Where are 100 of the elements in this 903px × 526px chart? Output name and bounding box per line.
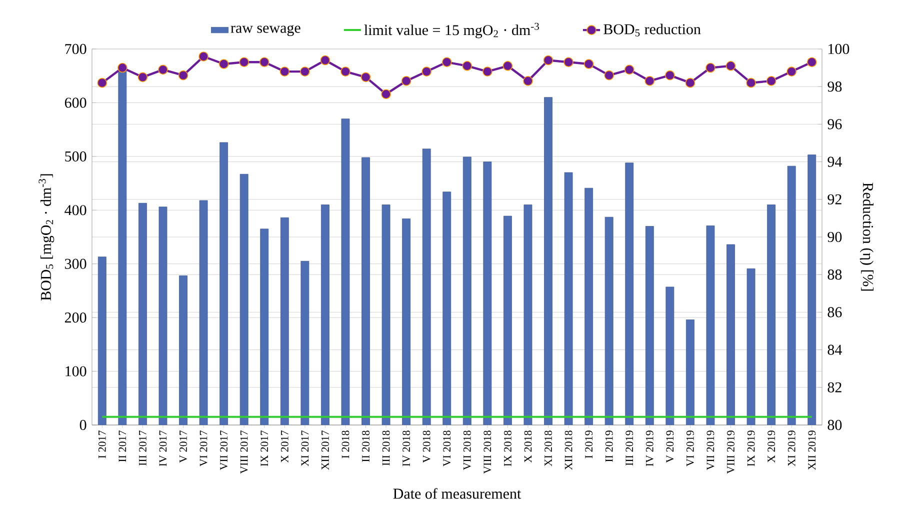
y-tick-label: 200 xyxy=(64,312,86,323)
point xyxy=(726,61,736,71)
point xyxy=(543,55,554,66)
y-tick-label: 0 xyxy=(80,420,86,430)
y2-tick-label: 80 xyxy=(828,420,842,430)
bar xyxy=(240,174,248,425)
point xyxy=(786,66,796,76)
x-tick-label: III 2018 xyxy=(382,430,390,466)
point xyxy=(300,66,310,76)
x-tick-label: IV 2019 xyxy=(646,430,654,466)
x-tick-label: IX 2019 xyxy=(747,430,755,466)
bar xyxy=(442,192,452,425)
bar xyxy=(179,275,188,425)
point xyxy=(442,57,452,68)
point xyxy=(564,57,574,68)
x-tick-label: VII 2019 xyxy=(706,430,714,470)
y-tick-label: 300 xyxy=(65,258,86,269)
x-tick-label: IX 2018 xyxy=(504,430,512,466)
x-tick-label: X 2019 xyxy=(768,430,776,463)
x-tick-label: I 2019 xyxy=(585,430,593,458)
y-tick-label: 500 xyxy=(65,151,86,162)
x-tick-label: VI 2018 xyxy=(443,430,451,466)
x-tick-label: XII 2017 xyxy=(321,430,329,470)
point xyxy=(685,78,696,88)
y2-tick-label: 86 xyxy=(828,307,842,318)
point xyxy=(766,76,776,86)
point xyxy=(482,66,492,76)
x-tick-label: VII 2018 xyxy=(463,430,471,470)
bar xyxy=(787,166,796,425)
point xyxy=(706,62,716,73)
x-tick-label: XI 2019 xyxy=(788,430,796,466)
bar xyxy=(362,157,370,425)
point xyxy=(604,70,614,80)
bar xyxy=(320,204,330,425)
point xyxy=(644,76,655,86)
x-tick-label: XII 2018 xyxy=(564,430,572,470)
x-tick-label: I 2018 xyxy=(342,430,350,458)
point xyxy=(806,57,817,68)
y2-tick-label: 82 xyxy=(828,382,842,392)
bar xyxy=(503,216,512,425)
x-tick-label: XI 2018 xyxy=(544,430,552,466)
x-tick-label: IX 2017 xyxy=(260,430,268,466)
point xyxy=(239,57,249,68)
y2-tick-label: 90 xyxy=(828,232,842,242)
x-tick-label: II 2017 xyxy=(118,430,126,462)
x-tick-label: VI 2019 xyxy=(686,430,694,466)
x-tick-label: V 2019 xyxy=(666,430,674,463)
point xyxy=(502,61,513,71)
bar xyxy=(280,217,289,425)
bar xyxy=(625,162,634,425)
x-tick-label: II 2018 xyxy=(362,430,370,462)
point xyxy=(584,59,594,69)
point xyxy=(381,89,391,100)
x-tick-label: III 2019 xyxy=(626,430,634,466)
x-tick-label: XI 2017 xyxy=(301,430,309,466)
x-tick-label: X 2017 xyxy=(280,430,288,463)
legend-label: limit value = 15 mgO$_{2}$ · dm$^{-3}$ xyxy=(364,22,539,38)
y2-tick-label: 92 xyxy=(828,194,842,204)
point xyxy=(218,59,229,69)
y2-tick-label: 96 xyxy=(828,119,842,130)
point xyxy=(746,78,756,88)
bar xyxy=(138,202,147,425)
bar xyxy=(300,260,310,425)
y2-tick-label: 100 xyxy=(828,44,850,54)
point xyxy=(138,72,148,82)
x-axis-title: Date of measurement xyxy=(393,488,522,499)
point xyxy=(401,76,412,86)
point xyxy=(280,66,290,76)
x-tick-label: I 2017 xyxy=(98,430,106,458)
legend-label: BOD$_{5}$ reduction xyxy=(604,24,701,36)
x-tick-label: XII 2019 xyxy=(808,430,816,470)
y2-tick-label: 94 xyxy=(828,156,842,167)
point xyxy=(624,64,634,75)
y-tick-label: 600 xyxy=(64,98,86,108)
x-tick-label: VIII 2019 xyxy=(727,430,734,474)
bar xyxy=(666,286,674,425)
x-tick-label: X 2018 xyxy=(524,430,532,463)
bar xyxy=(767,204,776,425)
x-tick-label: III 2017 xyxy=(138,430,146,466)
bar xyxy=(686,320,694,425)
point xyxy=(118,62,128,73)
bar xyxy=(584,188,594,425)
point xyxy=(320,55,330,66)
x-tick-label: VIII 2018 xyxy=(484,430,492,474)
bar xyxy=(645,226,654,425)
point xyxy=(259,57,270,68)
bar xyxy=(220,142,228,425)
y2-tick-label: 88 xyxy=(828,270,842,280)
point xyxy=(158,64,168,75)
bar xyxy=(808,154,816,425)
point xyxy=(360,72,371,82)
point xyxy=(665,70,675,80)
bar xyxy=(462,156,472,425)
point xyxy=(462,61,472,71)
point xyxy=(198,52,208,62)
x-tick-label: VI 2017 xyxy=(200,430,208,466)
x-tick-label: IV 2018 xyxy=(402,430,410,466)
y-tick-label: 400 xyxy=(64,205,86,216)
bar xyxy=(422,148,431,425)
bar xyxy=(260,228,269,425)
